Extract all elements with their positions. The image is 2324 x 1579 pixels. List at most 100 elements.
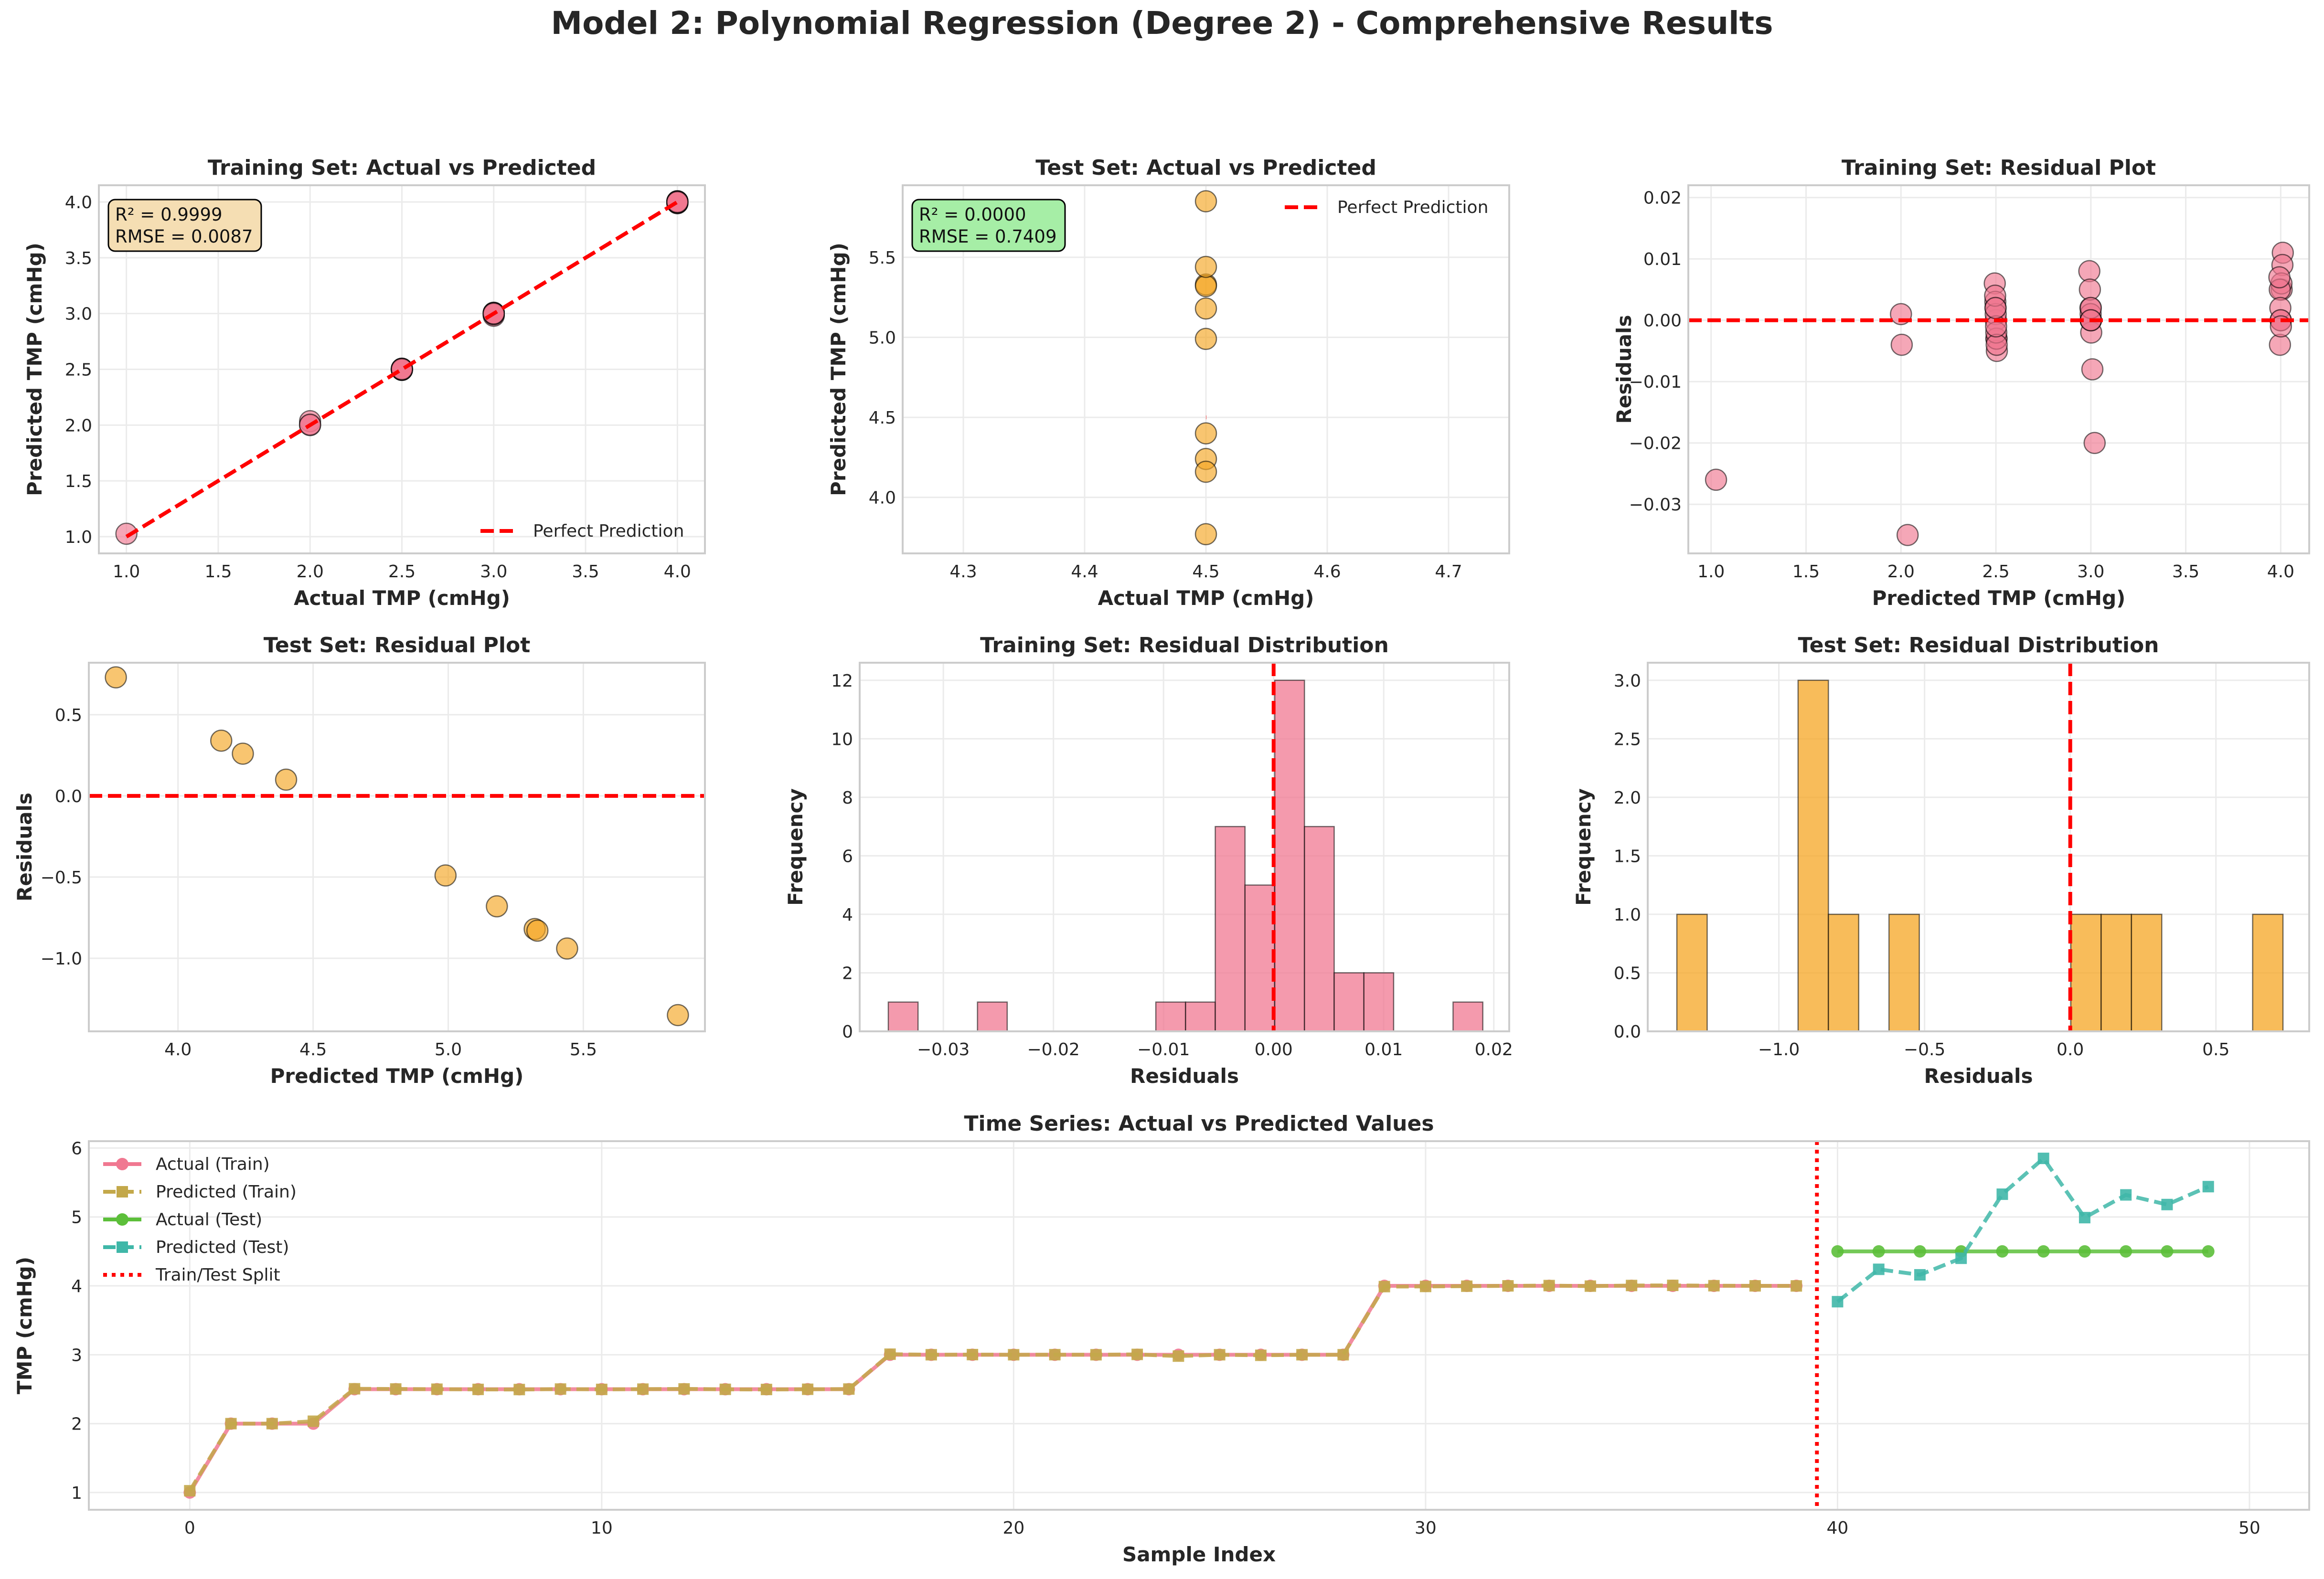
axes-frame [88, 1140, 2310, 1511]
scatter-point [1705, 468, 1727, 491]
annotation-box [107, 199, 262, 252]
x-tick-label: 2.0 [1887, 562, 1915, 582]
histogram-bar [1828, 913, 1859, 1032]
histogram-bar [2100, 913, 2132, 1032]
y-tick-label: 1.0 [65, 528, 92, 547]
series-marker [1008, 1349, 1020, 1361]
series-marker [1667, 1280, 1679, 1292]
scatter-point [1984, 297, 2007, 319]
x-tick-label: 0.0 [2057, 1040, 2084, 1060]
scatter-point [391, 358, 413, 381]
y-tick-label: 5 [71, 1208, 82, 1228]
y-tick-label: 1.5 [65, 472, 92, 491]
x-tick-label: 40 [1827, 1518, 1849, 1538]
scatter-points [105, 666, 689, 1027]
chart-test-hist: −1.0 −0.5 0.0 0.5 0.0 0.5 1.0 1.5 2.0 2.5 3.0 Test … [1572, 633, 2310, 1088]
x-tick-label: 1.0 [113, 562, 140, 582]
y-tick-label: 2 [842, 964, 853, 983]
scatter-point [1890, 333, 1913, 356]
series-marker [1749, 1280, 1761, 1292]
y-tick-label: −0.02 [1629, 434, 1682, 454]
plot-area [89, 1141, 2309, 1510]
series-predicted-test [1832, 1153, 2214, 1308]
y-tick-label: 3.0 [65, 305, 92, 324]
x-tick-label: 1.0 [1697, 562, 1725, 582]
histogram-bar [2252, 913, 2284, 1032]
y-tick-label: 1.5 [1614, 847, 1641, 866]
rmse-text: RMSE = 0.7409 [919, 226, 1056, 247]
x-axis-label: Sample Index [1122, 1543, 1276, 1566]
x-tick-label: 3.5 [2172, 562, 2199, 582]
legend-marker [117, 1186, 128, 1197]
y-tick-label: 4 [842, 905, 853, 925]
legend: Perfect Prediction [480, 521, 684, 541]
histogram-bar [1215, 826, 1246, 1032]
y-tick-label: 5.5 [869, 248, 896, 268]
x-tick-label: 5.0 [435, 1040, 462, 1060]
series-marker [1791, 1280, 1802, 1292]
histogram-bar [1244, 884, 1276, 1032]
series-marker [2120, 1189, 2132, 1201]
series-marker [2037, 1153, 2049, 1165]
x-tick-label: 4.7 [1435, 562, 1462, 582]
x-tick-label: 0.00 [1255, 1040, 1293, 1060]
y-tick-label: −1.0 [41, 949, 82, 969]
series-marker [1337, 1349, 1349, 1361]
chart-title: Test Set: Actual vs Predicted [1035, 156, 1376, 180]
series-marker [266, 1418, 278, 1430]
x-axis-label: Predicted TMP (cmHg) [1872, 586, 2126, 610]
series-line [188, 1283, 1797, 1492]
x-tick-label: 4.6 [1313, 562, 1341, 582]
series-marker [472, 1383, 484, 1395]
scatter-point [1194, 460, 1217, 483]
x-axis-label: Actual TMP (cmHg) [1098, 586, 1314, 610]
series-marker [554, 1383, 566, 1395]
rmse-text: RMSE = 0.0087 [115, 226, 253, 247]
x-tick-label: 3.0 [2077, 562, 2104, 582]
y-axis-label: Predicted TMP (cmHg) [827, 243, 850, 496]
scatter-point [1194, 422, 1217, 445]
histogram-bar [1452, 1001, 1483, 1032]
legend-label: Actual (Test) [156, 1210, 262, 1229]
series-marker [2037, 1245, 2050, 1258]
scatter-point [105, 666, 127, 689]
series-marker [2078, 1245, 2091, 1258]
y-tick-label: 12 [831, 671, 853, 691]
scatter-point [1194, 297, 1217, 320]
y-tick-label: 0.00 [1643, 311, 1682, 331]
x-tick-label: 0.01 [1365, 1040, 1403, 1060]
chart-title: Test Set: Residual Plot [264, 633, 531, 657]
x-tick-label: 2.5 [1982, 562, 2009, 582]
y-tick-label: 2.5 [65, 360, 92, 380]
histogram-bar [1797, 679, 1829, 1032]
axes-frame [98, 184, 706, 554]
scatter-point [556, 937, 578, 960]
x-tick-label: 0 [184, 1518, 195, 1538]
y-tick-label: −0.01 [1629, 372, 1682, 392]
y-tick-label: 1 [71, 1484, 82, 1503]
x-tick-label: 1.5 [1792, 562, 1820, 582]
series-marker [2079, 1212, 2090, 1224]
series-marker [308, 1415, 320, 1427]
series-marker [1832, 1296, 1844, 1308]
series-marker [1626, 1280, 1638, 1292]
grid-lines [89, 663, 705, 1031]
series-marker [1090, 1349, 1102, 1361]
y-tick-label: 2.0 [1614, 788, 1641, 808]
series-marker [431, 1383, 443, 1395]
scatter-point [2081, 358, 2104, 381]
y-tick-label: 5.0 [869, 328, 896, 348]
scatter-point [275, 768, 298, 791]
chart-title: Test Set: Residual Distribution [1798, 633, 2159, 657]
y-tick-label: 8 [842, 788, 853, 808]
y-axis-label: Frequency [784, 788, 807, 906]
series-marker [513, 1384, 525, 1396]
scatter-point [1194, 190, 1217, 212]
x-tick-label: −0.5 [1904, 1040, 1945, 1060]
scatter-point [526, 919, 549, 942]
series-marker [1131, 1348, 1143, 1360]
axes-frame [859, 662, 1510, 1032]
scatter-points [1705, 242, 2294, 546]
scatter-point [1194, 523, 1217, 546]
series-marker [925, 1349, 937, 1361]
